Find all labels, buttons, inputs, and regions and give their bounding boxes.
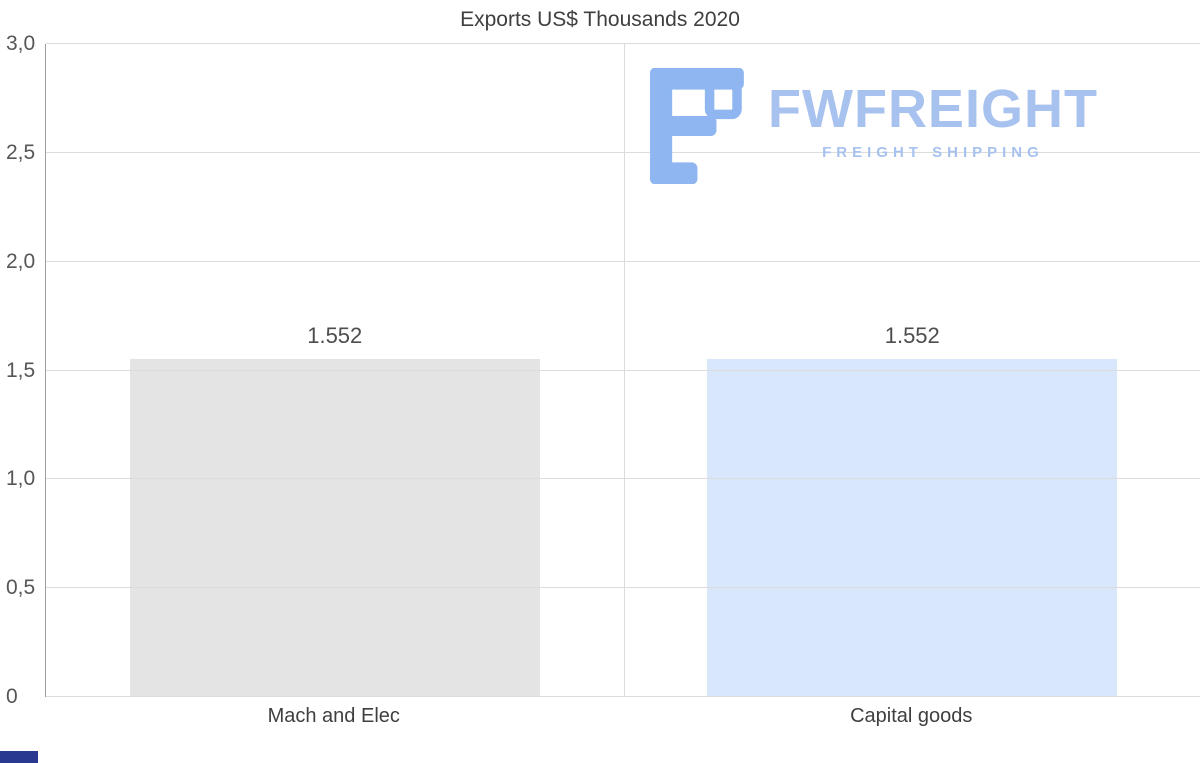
gridline bbox=[46, 587, 1200, 589]
vertical-gridline bbox=[623, 44, 625, 697]
bar-value-label: 1.552 bbox=[307, 323, 363, 349]
gridline bbox=[46, 478, 1200, 480]
x-category-label: Mach and Elec bbox=[267, 705, 400, 727]
bar-value-label: 1.552 bbox=[884, 323, 940, 349]
bar-bands: 1.552 1.552 bbox=[46, 44, 1200, 697]
logo-tagline: FREIGHT SHIPPING bbox=[822, 144, 1044, 161]
gridline bbox=[46, 696, 1200, 697]
logo-text-block: FWFREIGHT FREIGHT SHIPPING bbox=[768, 68, 1098, 161]
y-tick-label: 0 bbox=[6, 685, 18, 708]
y-axis-labels: 0 0,5 1,0 1,5 2,0 2,5 3,0 bbox=[6, 32, 44, 708]
bar-capital-goods bbox=[707, 359, 1118, 697]
gridline bbox=[46, 43, 1200, 44]
x-axis-labels: Mach and Elec Capital goods bbox=[45, 705, 1200, 728]
gridline bbox=[46, 369, 1200, 371]
y-tick-label: 1,5 bbox=[6, 358, 36, 382]
logo-f-icon bbox=[650, 68, 744, 184]
x-category-label: Capital goods bbox=[850, 705, 973, 727]
logo-wordmark: FWFREIGHT bbox=[768, 79, 1098, 139]
watermark-logo: FWFREIGHT FREIGHT SHIPPING bbox=[650, 68, 1098, 184]
y-tick-label: 2,5 bbox=[6, 140, 36, 164]
bar-band: 1.552 bbox=[46, 44, 624, 697]
plot-area: 1.552 1.552 bbox=[45, 43, 1200, 697]
chart-title: Exports US$ Thousands 2020 bbox=[460, 8, 740, 31]
y-tick-label: 2,0 bbox=[6, 249, 36, 273]
bar-mach-and-elec bbox=[129, 359, 540, 697]
corner-mark bbox=[0, 751, 38, 763]
y-tick-label: 3,0 bbox=[6, 32, 36, 55]
gridline bbox=[46, 260, 1200, 262]
gridline bbox=[46, 151, 1200, 153]
y-tick-label: 0,5 bbox=[6, 576, 36, 600]
bar-band: 1.552 bbox=[624, 44, 1200, 697]
y-tick-label: 1,0 bbox=[6, 467, 36, 491]
